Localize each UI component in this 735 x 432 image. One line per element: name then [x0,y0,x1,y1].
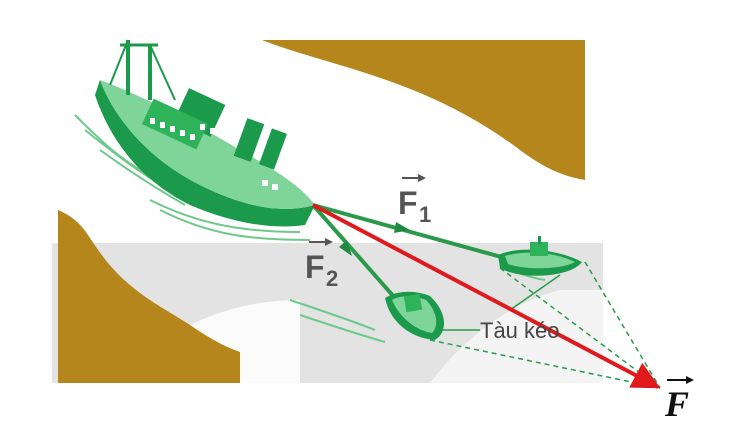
f2-arrow-tip [325,238,333,246]
tugboat-1-cabin [530,242,548,256]
ship-funnel-2 [258,128,288,170]
f2-subscript: 2 [326,266,338,291]
tugboat-2-deck [392,296,437,333]
ship-hull [95,80,315,227]
tugboat-2 [385,291,445,340]
f1-arrow-tip [418,174,426,182]
arrow-head-f1 [394,222,410,233]
ship-rigging-2 [149,44,176,101]
ship-rigging [109,39,129,86]
f1-letter: F [398,185,418,221]
f2-letter: F [305,249,325,285]
resultant-letter: F [664,384,689,424]
label-leader-1 [509,274,561,311]
rope-f2 [311,203,397,300]
tugboat-1-deck [505,252,575,269]
ship-windows [150,118,278,190]
tugboat-1 [498,236,582,276]
tugboats-label: Tàu kéo [480,318,560,343]
f2-label: F 2 [305,238,338,291]
ship-funnel [233,118,265,162]
resultant-vector [312,203,661,389]
cargo-ship [95,39,315,227]
river-bank-bottom-left [58,210,240,383]
resultant-label: F [664,376,694,424]
tugboat-1-mast [538,236,541,244]
river-bank-top-right [262,40,585,180]
f1-label: F 1 [398,174,431,227]
f1-subscript: 1 [419,202,431,227]
resultant-arrow-tip [686,376,694,384]
arrow-head-f2 [339,240,352,256]
rope-f1 [312,203,506,260]
tugboat-2-cabin [403,293,423,313]
